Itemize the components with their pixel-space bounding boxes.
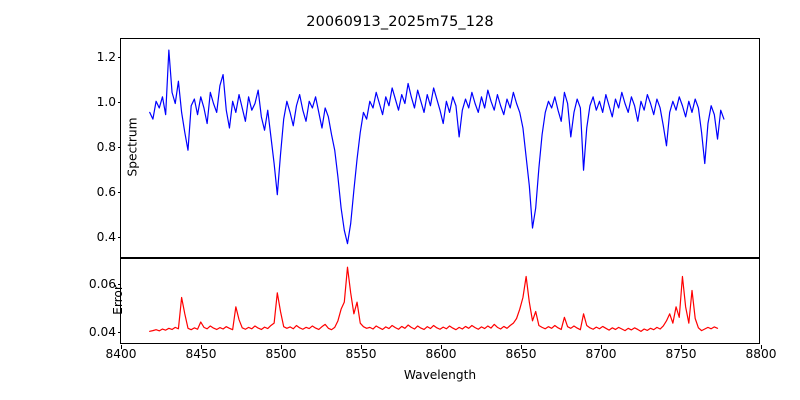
xtick-label: 8400 [105,347,137,361]
spectrum-plot-area [121,39,759,257]
xtick-label: 8800 [745,347,777,361]
xtick-mark [441,345,442,349]
xtick-mark [361,345,362,349]
spectrum-axis-label: Spectrum [125,117,140,177]
spectrum-ytick-mark [117,146,121,148]
spectrum-ytick-mark [117,56,121,58]
xtick-mark [281,345,282,349]
xtick-mark [681,345,682,349]
error-data-line [150,267,718,331]
spectrum-ytick-label: 0.4 [96,229,116,244]
spectrum-ytick-label: 0.6 [96,184,116,199]
spectrum-ytick-label: 1.2 [96,49,116,64]
spectrum-ytick-mark [117,101,121,103]
error-ytick-mark [117,331,121,333]
spectrum-data-line [150,50,724,244]
error-axes: 0.04 0.06 8400 8450 8500 8550 8600 8650 8700 875… [89,258,777,361]
spectrum-ytick-mark [117,236,121,238]
spectrum-ytick-label: 0.8 [96,139,116,154]
xtick-label: 8700 [585,347,617,361]
xtick-label: 8650 [505,347,537,361]
x-axis-label: Wavelength [403,368,477,382]
xtick-mark [121,345,122,349]
xtick-label: 8550 [345,347,377,361]
xtick-mark [201,345,202,349]
spectrum-axes: 0.4 0.6 0.8 1.0 1.2 Spectrum [97,38,760,258]
error-ytick-mark [117,284,121,286]
xtick-mark [601,345,602,349]
xtick-label: 8750 [665,347,697,361]
error-plot-area [121,259,759,343]
page-title: 20060913_2025m75_128 [306,14,494,30]
xtick-label: 8500 [265,347,297,361]
error-ytick-label: 0.06 [88,277,116,292]
xtick-label: 8450 [185,347,217,361]
error-axis-label: Error [110,285,125,315]
spectrum-ytick-mark [117,191,121,193]
error-ytick-label: 0.04 [88,324,116,339]
xtick-label: 8600 [425,347,457,361]
xtick-mark [521,345,522,349]
xtick-mark [761,345,762,349]
spectrum-ytick-label: 1.0 [96,94,116,109]
